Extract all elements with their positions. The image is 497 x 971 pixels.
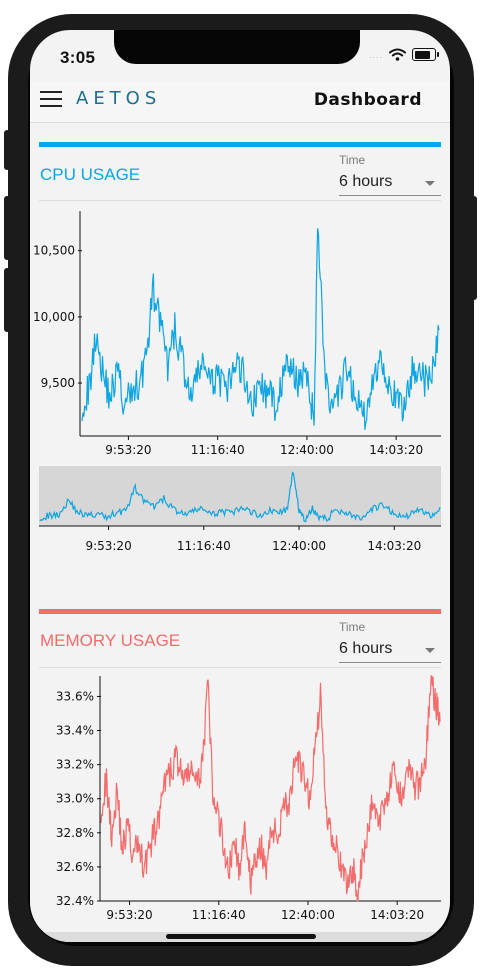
- x-tick-label: 11:16:40: [192, 908, 246, 922]
- app-logo: AETOS: [76, 88, 162, 109]
- cpu-time-value: 6 hours: [339, 173, 393, 190]
- mute-switch: [4, 130, 10, 170]
- x-tick-label: 11:16:40: [191, 443, 245, 457]
- wifi-icon: [389, 48, 406, 61]
- x-tick-label: 12:40:00: [272, 539, 326, 553]
- y-tick-label: 32.8%: [56, 826, 94, 840]
- cpu-chart: 9,500 10,000 10,500 9:53:20 11:16:40 12:40:0…: [33, 211, 441, 457]
- battery-icon: [412, 48, 439, 61]
- memory-section-title: MEMORY USAGE: [40, 631, 181, 650]
- status-time: 3:05: [60, 48, 96, 67]
- y-tick-label: 33.0%: [56, 792, 94, 806]
- y-tick-label: 10,000: [33, 310, 75, 324]
- app-header: AETOS Dashboard: [30, 82, 450, 123]
- memory-time-value: 6 hours: [339, 640, 393, 657]
- y-tick-label: 33.4%: [56, 724, 94, 738]
- cpu-time-label: Time: [339, 153, 366, 167]
- memory-chart: 32.4% 32.6% 32.8% 33.0% 33.2% 33.4% 33.6% 9:53…: [56, 675, 441, 922]
- x-tick-label: 12:40:00: [281, 908, 335, 922]
- x-tick-label: 9:53:20: [106, 908, 152, 922]
- x-tick-label: 9:53:20: [105, 443, 151, 457]
- cpu-section-bar: [39, 142, 441, 147]
- y-tick-label: 33.6%: [56, 689, 94, 703]
- x-tick-label: 14:03:20: [369, 443, 423, 457]
- volume-up-button: [4, 196, 10, 260]
- x-tick-label: 9:53:20: [85, 539, 131, 553]
- cpu-navigator-chart[interactable]: 9:53:20 11:16:40 12:40:00 14:03:20: [30, 466, 450, 561]
- app-screen: 3:05 .... AETOS Dashboard CPU USAGE Time…: [30, 30, 450, 942]
- memory-section-bar: [39, 609, 441, 614]
- home-indicator[interactable]: [166, 934, 316, 939]
- x-tick-label: 12:40:00: [280, 443, 334, 457]
- navigator-line: [39, 471, 441, 523]
- chevron-down-icon: [425, 648, 435, 653]
- y-tick-label: 32.6%: [56, 860, 94, 874]
- cpu-section-title: CPU USAGE: [40, 165, 141, 184]
- power-button: [471, 196, 477, 300]
- memory-series-line: [100, 675, 441, 902]
- x-tick-label: 14:03:20: [370, 908, 424, 922]
- chevron-down-icon: [425, 181, 435, 186]
- navigator-area: [40, 472, 440, 526]
- memory-section-divider: [39, 667, 441, 668]
- y-tick-label: 33.2%: [56, 758, 94, 772]
- page-title: Dashboard: [313, 90, 422, 110]
- notch: [114, 30, 360, 64]
- cpu-section-divider: [39, 200, 441, 201]
- signal-dots: ....: [368, 49, 383, 60]
- volume-down-button: [4, 268, 10, 332]
- x-tick-label: 14:03:20: [367, 539, 421, 553]
- menu-icon[interactable]: [40, 91, 62, 107]
- memory-time-label: Time: [339, 620, 366, 634]
- y-tick-label: 10,500: [33, 244, 75, 258]
- x-tick-label: 11:16:40: [177, 539, 231, 553]
- cpu-time-select[interactable]: 6 hours: [339, 171, 441, 196]
- memory-time-select[interactable]: 6 hours: [339, 638, 441, 663]
- cpu-series-line: [81, 228, 440, 430]
- y-tick-label: 9,500: [41, 376, 75, 390]
- y-tick-label: 32.4%: [56, 894, 94, 908]
- status-icons: ....: [368, 48, 439, 61]
